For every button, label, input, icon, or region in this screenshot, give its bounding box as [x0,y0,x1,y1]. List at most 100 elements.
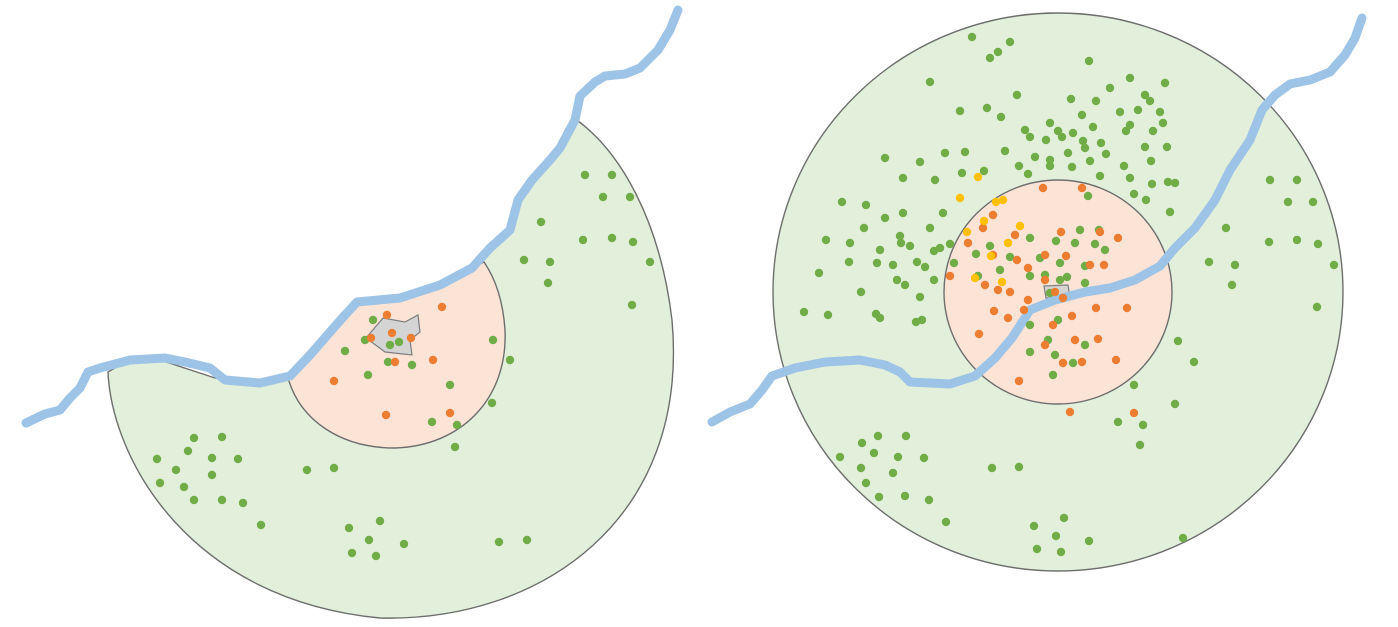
green-dot [856,287,866,297]
green-dot [996,112,1006,122]
green-dot [929,275,939,285]
orange-dot [366,333,376,343]
green-dot [1041,135,1051,145]
orange-dot [1012,255,1022,265]
orange-dot [1040,275,1050,285]
orange-dot [1003,313,1013,323]
green-dot [399,539,409,549]
green-dot [1125,173,1135,183]
orange-dot [329,376,339,386]
green-dot [874,492,884,502]
green-dot [450,442,460,452]
green-dot [1053,126,1063,136]
green-dot [875,245,885,255]
right-panel [707,12,1367,572]
green-dot [347,548,357,558]
green-dot [925,223,935,233]
orange-dot [1014,376,1024,386]
green-dot [1140,142,1150,152]
green-dot [1077,110,1087,120]
yellow-dot [979,216,989,226]
green-dot [880,213,890,223]
green-dot [1162,142,1172,152]
green-dot [1080,278,1090,288]
green-dot [1145,96,1155,106]
green-dot [1121,126,1131,136]
orange-dot [1061,251,1071,261]
green-dot [869,448,879,458]
orange-dot [989,306,999,316]
green-dot [1051,531,1061,541]
green-dot [915,157,925,167]
green-dot [1025,233,1035,243]
orange-dot [1058,293,1068,303]
green-dot [627,300,637,310]
green-dot [799,307,809,317]
green-dot [1055,275,1065,285]
orange-dot [1048,320,1058,330]
orange-dot [1067,311,1077,321]
green-dot [1025,271,1035,281]
green-dot [1025,132,1035,142]
green-dot [1129,189,1139,199]
green-dot [1090,239,1100,249]
green-dot [1105,83,1115,93]
green-dot [1095,171,1105,181]
green-dot [1125,73,1135,83]
green-dot [217,432,227,442]
green-dot [371,551,381,561]
green-dot [1045,118,1055,128]
green-dot [1160,78,1170,88]
green-dot [857,438,867,448]
green-dot [233,454,243,464]
yellow-dot [1015,221,1025,231]
green-dot [1070,238,1080,248]
green-dot [368,315,378,325]
green-dot [1170,178,1180,188]
yellow-dot [970,273,980,283]
green-dot [578,235,588,245]
green-dot [1173,336,1183,346]
green-dot [930,175,940,185]
green-dot [915,292,925,302]
green-dot [1088,122,1098,132]
green-dot [1204,257,1214,267]
orange-dot [945,271,955,281]
green-dot [837,197,847,207]
orange-dot [445,408,455,418]
green-dot [1067,162,1077,172]
orange-dot [1010,230,1020,240]
green-dot [1059,513,1069,523]
green-dot [1025,320,1035,330]
green-dot [1113,417,1123,427]
green-dot [1075,225,1085,235]
green-dot [1066,94,1076,104]
green-dot [1014,462,1024,472]
green-dot [189,433,199,443]
green-dot [845,238,855,248]
green-dot [1080,143,1090,153]
green-dot [1068,358,1078,368]
orange-dot [390,357,400,367]
green-dot [875,313,885,323]
green-dot [1221,223,1231,233]
green-dot [625,192,635,202]
green-dot [1147,179,1157,189]
green-dot [171,465,181,475]
green-dot [971,249,981,259]
green-dot [1025,347,1035,357]
left-dots-group [152,170,655,561]
green-dot [1048,370,1058,380]
orange-dot [1122,303,1132,313]
yellow-dot [973,172,983,182]
green-dot [1115,107,1125,117]
green-dot [935,243,945,253]
green-dot [941,517,951,527]
green-dot [1101,149,1111,159]
green-dot [1096,138,1106,148]
green-dot [155,478,165,488]
green-dot [900,280,910,290]
green-dot [861,200,871,210]
green-dot [1062,272,1072,282]
green-dot [1227,280,1237,290]
